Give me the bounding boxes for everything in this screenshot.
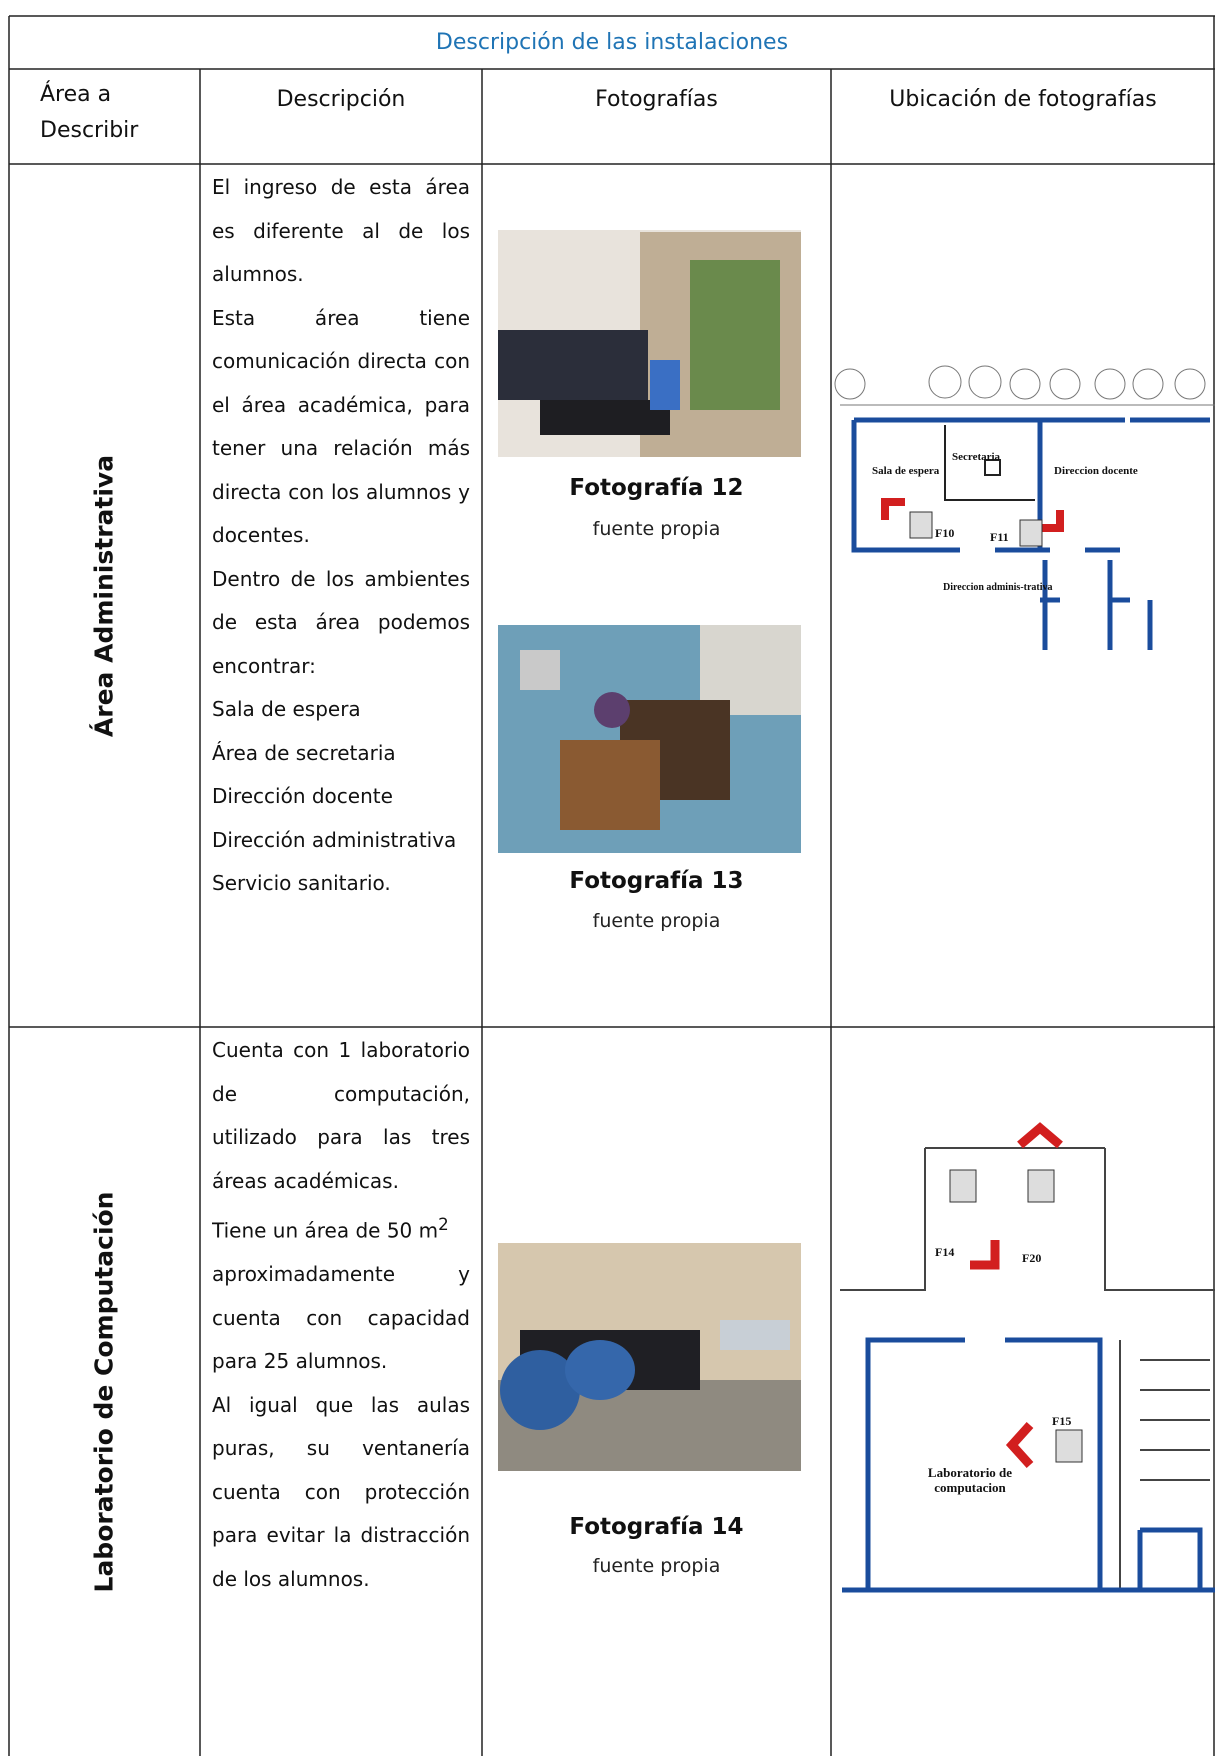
paragraph: Servicio sanitario. <box>212 871 391 895</box>
photo-caption: Fotografía 12 <box>482 475 831 501</box>
text: aproximadamente y cuenta con capacidad p… <box>212 1262 470 1374</box>
superscript: 2 <box>438 1215 449 1234</box>
photo-source: fuente propia <box>592 1555 721 1577</box>
plan-label: Direccion docente <box>1054 465 1138 477</box>
plan-label: Sala de espera <box>872 465 940 477</box>
column-header: Fotografías <box>595 87 718 112</box>
paragraph: Dentro de los ambientes de esta área pod… <box>212 566 470 678</box>
floor-plan: F14 F20 F15 Laboratorio de computacion <box>840 1122 1215 1593</box>
plan-label: F14 <box>935 1245 954 1259</box>
column-header: Ubicación de fotografías <box>889 87 1157 112</box>
column-header: Descripción <box>276 87 406 112</box>
plan-label: F10 <box>935 526 954 540</box>
paragraph: Cuenta con 1 laboratorio de computación,… <box>212 1038 470 1193</box>
description: Cuenta con 1 laboratorio de computación,… <box>212 1029 470 1756</box>
photo <box>498 1243 801 1471</box>
plan-label: Laboratorio de computacion <box>927 1465 1013 1495</box>
description: El ingreso de esta área es diferente al … <box>212 166 470 1026</box>
plan-label: F11 <box>990 530 1009 544</box>
photo-caption: Fotografía 13 <box>482 868 831 894</box>
area-name: Laboratorio de Computación <box>89 1191 119 1593</box>
plan-label: Secretaria <box>952 451 1001 463</box>
photo-caption: Fotografía 14 <box>482 1514 831 1540</box>
paragraph: Esta área tiene comunicación directa con… <box>212 305 470 548</box>
photo-source: fuente propia <box>592 518 721 540</box>
table-title: Descripción de las instalaciones <box>435 30 789 55</box>
paragraph: Al igual que las aulas puras, su ventane… <box>212 1392 470 1591</box>
paragraph: Dirección administrativa <box>212 827 457 852</box>
paragraph: El ingreso de esta área es diferente al … <box>212 175 470 286</box>
plan-label: F15 <box>1052 1414 1071 1428</box>
paragraph: Tiene un área de 50 m2 aproximadamente y … <box>212 1203 470 1384</box>
area-name: Área Administrativa <box>89 454 119 738</box>
column-header: Área a Describir <box>40 82 139 143</box>
paragraph: Sala de espera <box>212 697 361 721</box>
text: Tiene un área de 50 m <box>212 1218 439 1243</box>
plan-label: F20 <box>1022 1251 1041 1265</box>
photo-source: fuente propia <box>592 910 721 932</box>
photo <box>498 625 801 853</box>
photo-caption-text: Fotografía 12 <box>569 475 744 501</box>
photo-caption-text: Fotografía 14 <box>569 1514 744 1540</box>
photo <box>498 230 801 457</box>
paragraph: Dirección docente <box>212 784 393 808</box>
plan-label: Direccion adminis-trativa <box>943 582 1053 593</box>
photo-caption-text: Fotografía 13 <box>569 868 744 894</box>
floor-plan: Sala de espera Secretaria Direccion doce… <box>834 365 1215 650</box>
paragraph: Área de secretaria <box>212 740 396 765</box>
